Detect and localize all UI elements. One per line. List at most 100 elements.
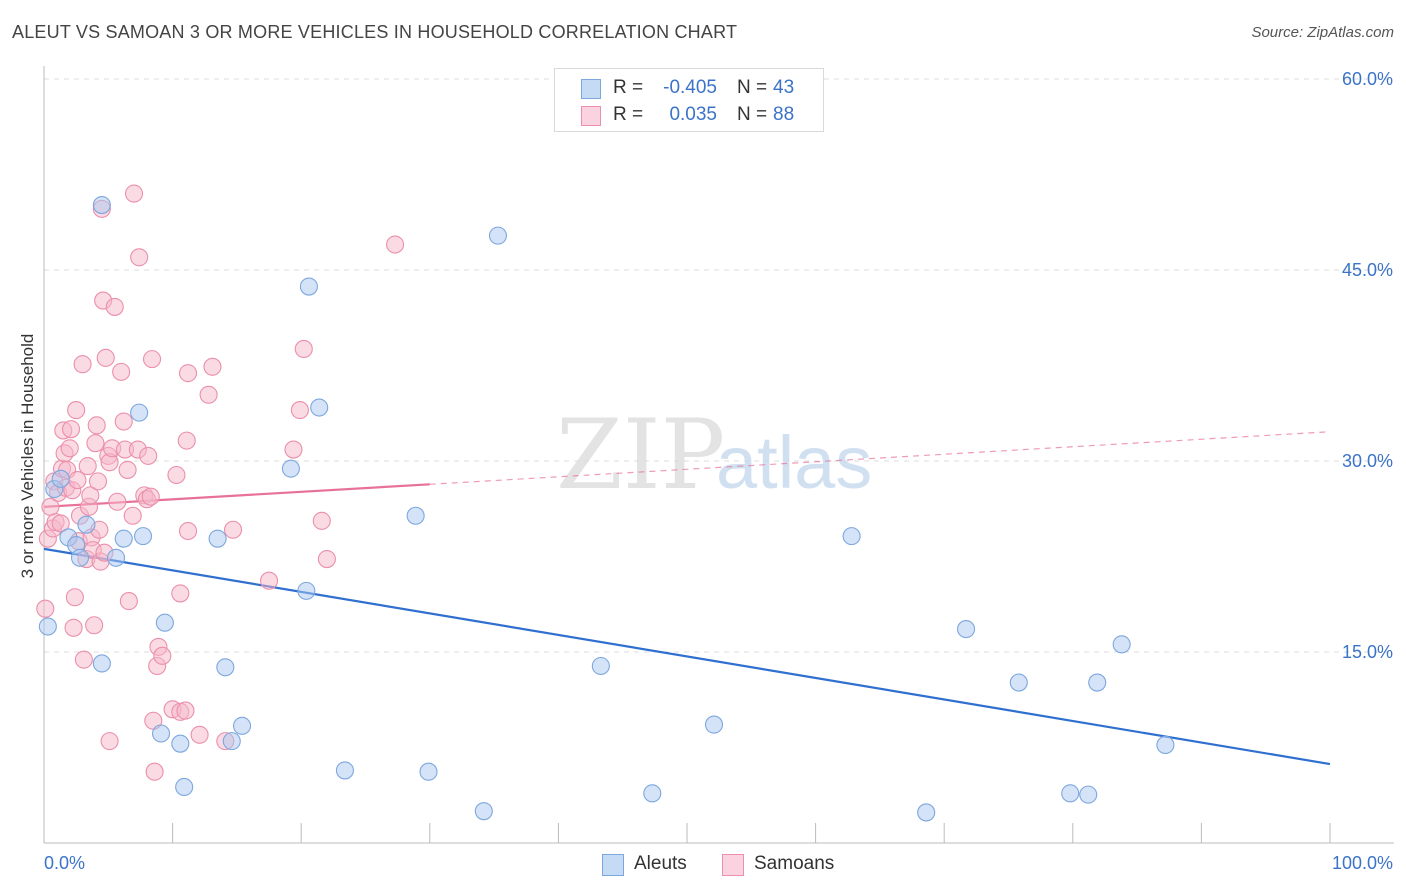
- samoans-point: [190, 725, 209, 744]
- tick-labels: 15.0% 30.0% 45.0% 60.0% 0.0% 100.0%: [44, 69, 1393, 873]
- samoans-point: [112, 362, 131, 381]
- y-tick-label: 15.0%: [1342, 642, 1393, 662]
- aleuts-point: [1079, 785, 1098, 804]
- aleuts-point: [155, 613, 174, 632]
- legend: Aleuts Samoans: [0, 852, 1406, 878]
- samoans-point: [65, 588, 84, 607]
- samoans-point: [108, 492, 127, 511]
- aleuts-point: [335, 761, 354, 780]
- aleuts-point: [171, 734, 190, 753]
- trend-lines: [43, 431, 1331, 766]
- aleuts-point: [70, 548, 90, 567]
- samoans-point: [386, 235, 405, 254]
- aleuts-point: [1112, 635, 1131, 654]
- aleuts-point: [222, 732, 241, 751]
- r-label: R =: [613, 77, 644, 98]
- samoans-point: [74, 650, 93, 669]
- samoans-point: [177, 431, 196, 450]
- samoans-point: [130, 248, 149, 267]
- samoans-point: [88, 472, 108, 491]
- aleuts-point: [151, 724, 171, 743]
- axes: [43, 66, 1394, 844]
- samoans-point: [124, 184, 144, 203]
- samoans-point: [145, 762, 164, 781]
- n-label: N =: [737, 104, 768, 125]
- samoans-point: [141, 487, 160, 506]
- samoans-trend-line: [43, 483, 430, 508]
- samoans-point: [284, 440, 303, 459]
- aleuts-point: [1009, 673, 1028, 692]
- samoans-point: [203, 357, 222, 376]
- aleuts-point: [842, 527, 861, 546]
- samoans-point: [85, 616, 104, 635]
- x-tick-label: 0.0%: [44, 853, 85, 873]
- stats-row-aleuts: R = -0.405 N = 43: [555, 74, 823, 100]
- samoans-point: [153, 646, 172, 665]
- aleuts-point: [1156, 735, 1175, 755]
- samoans-point: [61, 420, 81, 439]
- gridlines: [44, 78, 1394, 653]
- samoans-point: [96, 348, 115, 367]
- aleuts-point: [643, 784, 662, 803]
- samoans-point: [67, 401, 86, 420]
- r-value: -0.405: [663, 77, 717, 98]
- aleuts-point: [1088, 673, 1107, 692]
- aleuts-point: [232, 716, 252, 735]
- samoans-point: [139, 446, 158, 465]
- samoans-point: [81, 486, 100, 505]
- source-label: Source: ZipAtlas.com: [1251, 24, 1394, 41]
- n-value: 43: [773, 77, 795, 98]
- aleuts-point: [208, 529, 227, 548]
- aleuts-trend-line: [43, 547, 1331, 766]
- aleuts-point: [106, 548, 126, 567]
- aleuts-point: [917, 803, 936, 822]
- samoans-point: [178, 521, 198, 541]
- samoans-point: [60, 439, 79, 458]
- aleuts-point: [133, 527, 153, 546]
- aleuts-point: [704, 715, 724, 734]
- y-tick-label: 45.0%: [1342, 260, 1393, 280]
- aleuts-point: [51, 469, 70, 488]
- aleuts-point: [216, 658, 235, 677]
- samoans-point: [290, 401, 309, 420]
- samoans-point: [68, 471, 87, 490]
- samoans-point: [118, 460, 137, 479]
- samoans-trend-extension: [429, 431, 1331, 485]
- samoans-point: [100, 732, 119, 751]
- aleuts-point: [310, 398, 329, 417]
- aleuts-point: [591, 656, 610, 676]
- stats-box: R = -0.405 N = 43 R = 0.035 N = 88: [554, 68, 824, 132]
- aleuts-point: [419, 762, 438, 781]
- samoans-point: [176, 701, 195, 720]
- samoans-point: [199, 385, 218, 404]
- samoans-point: [223, 520, 243, 539]
- samoans-point: [142, 350, 162, 369]
- samoans-point: [167, 465, 186, 485]
- samoans-point: [86, 434, 105, 453]
- aleuts-point: [297, 581, 316, 600]
- samoans-point: [64, 618, 83, 637]
- stats-row-samoans: R = 0.035 N = 88: [555, 101, 823, 127]
- n-value: 88: [773, 104, 795, 125]
- aleuts-point: [957, 620, 976, 639]
- aleuts-point: [299, 277, 318, 296]
- samoans-point: [312, 511, 331, 530]
- legend-label: Aleuts: [634, 853, 687, 874]
- aleuts-point: [474, 802, 493, 821]
- samoans-point: [51, 514, 70, 533]
- aleuts-point: [38, 617, 57, 636]
- r-label: R =: [613, 104, 644, 125]
- aleuts-legend-swatch: [602, 854, 624, 876]
- legend-label: Samoans: [754, 853, 835, 874]
- aleuts-point: [281, 459, 300, 478]
- samoans-point: [105, 297, 124, 316]
- samoans-swatch: [581, 106, 601, 126]
- watermark-zip: ZIP: [556, 399, 725, 511]
- samoans-point: [119, 592, 138, 611]
- samoans-point: [87, 416, 106, 435]
- samoans-point: [114, 412, 133, 431]
- samoans-point: [78, 457, 97, 476]
- samoans-point: [317, 549, 336, 569]
- data-points: [36, 184, 1175, 822]
